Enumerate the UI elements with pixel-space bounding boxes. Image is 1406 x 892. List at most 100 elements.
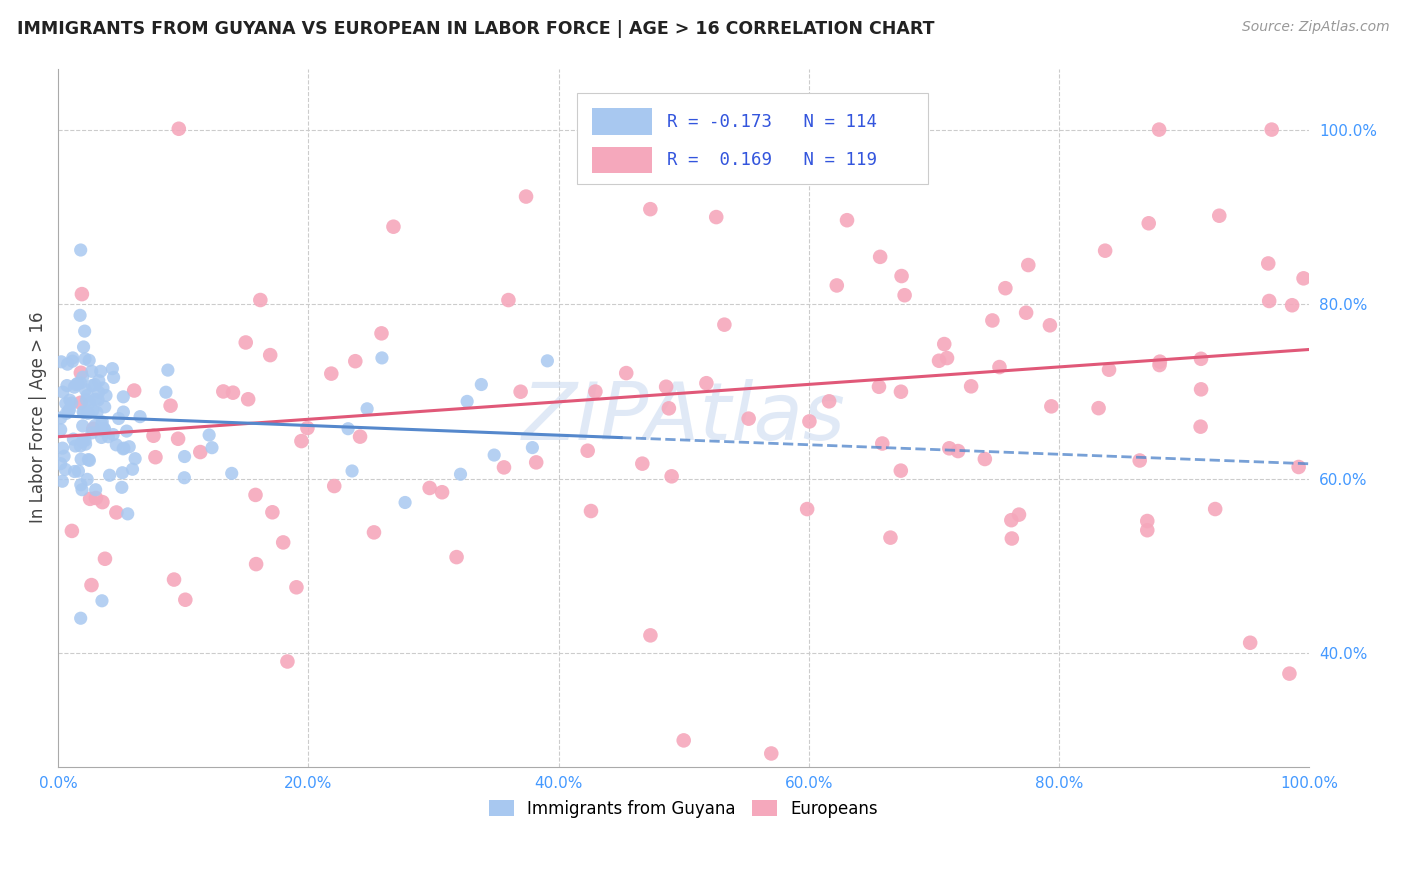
Point bbox=[686, 114, 709, 128]
Point bbox=[344, 354, 367, 368]
Point bbox=[1257, 256, 1279, 270]
Point bbox=[112, 405, 135, 419]
Point bbox=[72, 370, 94, 384]
Point bbox=[340, 464, 363, 478]
Point bbox=[1292, 271, 1315, 285]
Point bbox=[90, 364, 112, 378]
Point bbox=[981, 313, 1004, 327]
Point bbox=[515, 189, 537, 203]
Point bbox=[72, 418, 94, 433]
Point bbox=[98, 468, 121, 483]
Point bbox=[174, 592, 197, 607]
Point bbox=[1039, 318, 1062, 333]
Point bbox=[77, 452, 100, 467]
Point bbox=[276, 655, 298, 669]
Point bbox=[245, 557, 267, 571]
Point bbox=[672, 733, 695, 747]
Point bbox=[163, 573, 186, 587]
Point bbox=[297, 421, 319, 435]
Point bbox=[988, 360, 1011, 375]
Point bbox=[73, 324, 96, 338]
Point bbox=[80, 578, 103, 592]
Point bbox=[72, 340, 94, 354]
Point bbox=[69, 243, 91, 257]
Point bbox=[91, 415, 114, 429]
Point bbox=[142, 429, 165, 443]
Point bbox=[259, 348, 281, 362]
Point bbox=[640, 628, 662, 642]
Point bbox=[91, 423, 114, 437]
Point bbox=[936, 351, 959, 365]
Point bbox=[91, 594, 114, 608]
Point bbox=[450, 467, 472, 482]
Point bbox=[1008, 508, 1031, 522]
Point bbox=[69, 439, 91, 453]
Point bbox=[631, 457, 654, 471]
Point bbox=[105, 438, 128, 452]
Point bbox=[80, 364, 103, 378]
Point bbox=[236, 392, 259, 407]
Point bbox=[536, 354, 558, 368]
Point bbox=[69, 611, 91, 625]
Point bbox=[70, 287, 93, 301]
Point bbox=[869, 250, 891, 264]
Point bbox=[371, 351, 394, 365]
Point bbox=[73, 405, 96, 419]
Point bbox=[112, 441, 135, 455]
Point bbox=[890, 268, 912, 283]
Point bbox=[69, 309, 91, 323]
Point bbox=[82, 378, 104, 392]
Point bbox=[111, 480, 134, 494]
Point bbox=[122, 384, 145, 398]
Point bbox=[105, 506, 128, 520]
Point bbox=[69, 366, 91, 380]
Point bbox=[1087, 401, 1109, 416]
Point bbox=[1189, 419, 1212, 434]
Point bbox=[112, 442, 135, 456]
Point bbox=[1208, 209, 1230, 223]
Point bbox=[107, 411, 129, 425]
Point bbox=[370, 326, 392, 341]
Text: Source: ZipAtlas.com: Source: ZipAtlas.com bbox=[1241, 20, 1389, 34]
Point bbox=[188, 445, 211, 459]
Point bbox=[77, 353, 100, 368]
Point bbox=[79, 453, 101, 467]
Point bbox=[70, 483, 93, 497]
Point bbox=[84, 491, 107, 505]
Point bbox=[155, 385, 177, 400]
Point bbox=[323, 479, 346, 493]
Point bbox=[103, 370, 125, 384]
Point bbox=[249, 293, 271, 307]
Point bbox=[82, 403, 104, 417]
Point bbox=[87, 374, 110, 388]
Point bbox=[1189, 351, 1212, 366]
Point bbox=[51, 355, 73, 369]
Text: R =  0.169   N = 119: R = 0.169 N = 119 bbox=[668, 151, 877, 169]
Point bbox=[75, 392, 97, 407]
Point bbox=[522, 441, 544, 455]
Point bbox=[1015, 306, 1038, 320]
Point bbox=[614, 366, 637, 380]
Point bbox=[221, 467, 243, 481]
Point bbox=[49, 411, 72, 425]
Point bbox=[825, 278, 848, 293]
Point bbox=[1260, 122, 1282, 136]
Y-axis label: In Labor Force | Age > 16: In Labor Force | Age > 16 bbox=[30, 312, 46, 524]
Point bbox=[49, 457, 72, 471]
Point bbox=[640, 202, 662, 216]
Text: IMMIGRANTS FROM GUYANA VS EUROPEAN IN LABOR FORCE | AGE > 16 CORRELATION CHART: IMMIGRANTS FROM GUYANA VS EUROPEAN IN LA… bbox=[17, 20, 935, 37]
Point bbox=[938, 442, 960, 456]
Point bbox=[524, 455, 547, 469]
Text: ZIPAtlas: ZIPAtlas bbox=[522, 378, 845, 457]
Point bbox=[1000, 513, 1022, 527]
Point bbox=[868, 380, 890, 394]
Point bbox=[65, 377, 87, 392]
Point bbox=[69, 376, 91, 390]
Point bbox=[285, 580, 308, 594]
Point bbox=[576, 443, 599, 458]
Point bbox=[94, 388, 117, 402]
Point bbox=[173, 471, 195, 485]
Point bbox=[1288, 460, 1310, 475]
Point bbox=[1278, 666, 1301, 681]
Point bbox=[498, 293, 520, 307]
